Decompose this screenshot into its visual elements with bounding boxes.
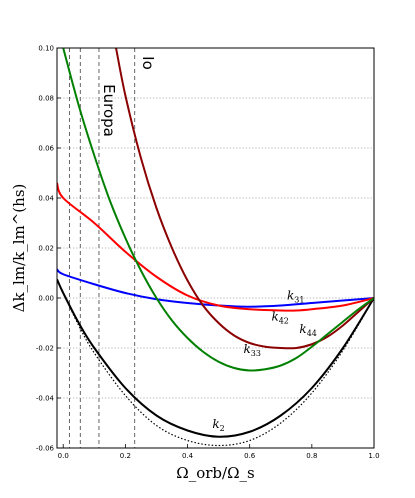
series-line-k44 [115, 48, 374, 350]
series-line-k2 [57, 278, 374, 438]
annotation-europa: Europa [100, 84, 118, 137]
x-tick-label: 0.6 [244, 452, 256, 460]
y-tick-label: 0.06 [38, 145, 54, 153]
x-tick-label: 0.2 [120, 452, 131, 460]
y-tick-label: 0.00 [38, 295, 54, 303]
y-tick-label: -0.02 [36, 345, 54, 353]
x-tick-label: 0.0 [58, 452, 69, 460]
y-tick-label: 0.04 [38, 195, 54, 203]
x-tick-label: 1.0 [368, 452, 379, 460]
x-tick-label: 0.4 [182, 452, 194, 460]
y-tick-label: -0.06 [36, 445, 55, 453]
series-line-k31 [57, 268, 374, 308]
vline-layer [68, 48, 136, 448]
series-label-k44: k44 [299, 322, 316, 338]
y-tick-label: 0.02 [38, 245, 54, 253]
series-label-k42: k42 [271, 310, 288, 326]
x-tick-label: 0.8 [306, 452, 317, 460]
series-line-k42 [57, 182, 374, 312]
series-layer [57, 48, 374, 447]
x-axis-label: Ω_orb/Ω_s [176, 464, 254, 482]
y-tick-label: 0.08 [38, 95, 54, 103]
y-tick-label: -0.04 [36, 395, 55, 403]
series-line-k33 [62, 48, 374, 372]
tick-layer: 0.100.080.060.040.020.00-0.02-0.04-0.060… [36, 45, 380, 461]
series-label-k31: k31 [287, 288, 304, 304]
y-tick-label: 0.10 [38, 45, 54, 53]
plot-frame [56, 47, 375, 449]
y-axis-label: Δk_lm/k_lm^(hs) [10, 184, 28, 313]
annotation-io: Io [139, 56, 157, 70]
series-label-k2: k2 [212, 417, 224, 433]
